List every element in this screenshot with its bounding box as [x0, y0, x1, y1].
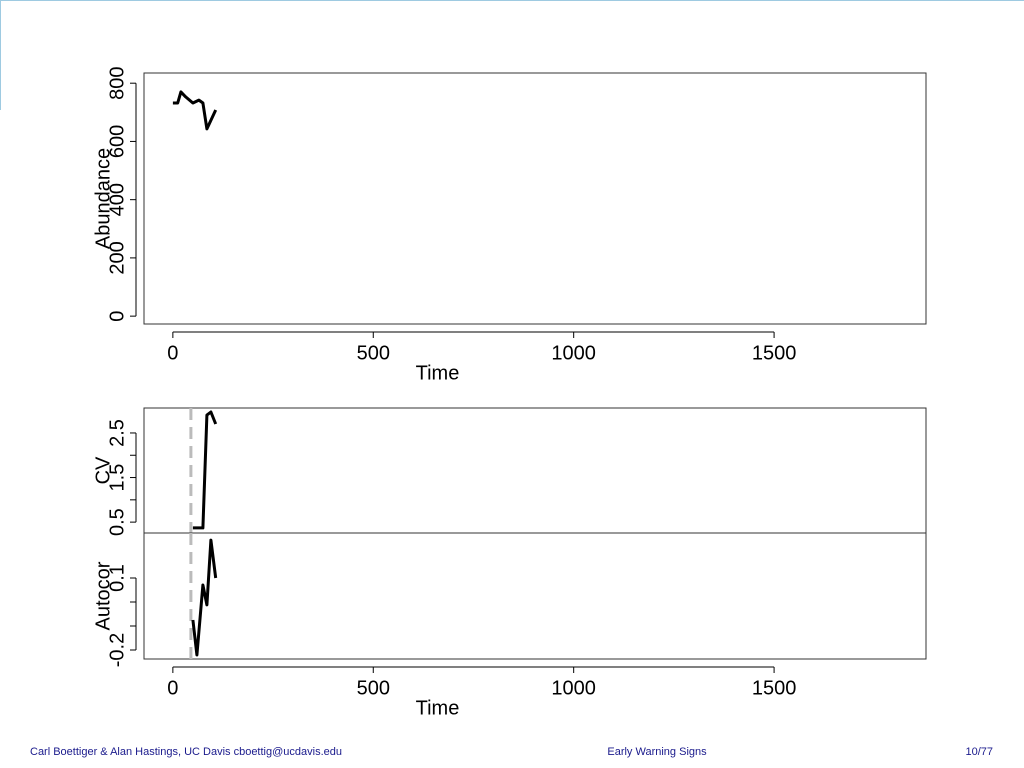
y-axis-label: CV — [92, 456, 114, 484]
y-tick-label: 0 — [106, 311, 128, 322]
x-tick-label: 1000 — [551, 677, 596, 699]
x-tick-label: 0 — [167, 342, 178, 364]
data-line — [192, 410, 218, 530]
footer-right: 10/77 — [965, 746, 993, 758]
y-axis-label: Autocor — [92, 561, 114, 630]
footer-left: Carl Boettiger & Alan Hastings, UC Davis… — [30, 746, 342, 758]
y-tick-label: 2.5 — [106, 419, 128, 447]
y-tick-label: 800 — [106, 67, 128, 100]
y-tick-label: 1.5 — [106, 464, 128, 492]
plot-frame — [143, 532, 927, 660]
data-line — [172, 90, 218, 131]
data-line — [191, 538, 218, 657]
y-tick-label: 0.1 — [106, 564, 128, 592]
x-tick-label: 1000 — [551, 342, 596, 364]
y-tick-label: 200 — [106, 241, 128, 274]
x-axis-label: Time — [416, 362, 460, 384]
footer-center: Early Warning Signs — [607, 746, 707, 758]
y-tick-label: 0.5 — [106, 508, 128, 536]
y-tick-label: -0.2 — [106, 633, 128, 667]
y-tick-label: 400 — [106, 183, 128, 216]
x-tick-label: 500 — [357, 342, 390, 364]
x-tick-label: 500 — [357, 677, 390, 699]
x-tick-label: 0 — [167, 677, 178, 699]
x-axis-label: Time — [416, 697, 460, 719]
plot-frame — [143, 72, 927, 325]
y-tick-label: 600 — [106, 125, 128, 158]
x-tick-label: 1500 — [752, 342, 797, 364]
x-tick-label: 1500 — [752, 677, 797, 699]
y-axis-label: Abundance — [92, 148, 114, 249]
